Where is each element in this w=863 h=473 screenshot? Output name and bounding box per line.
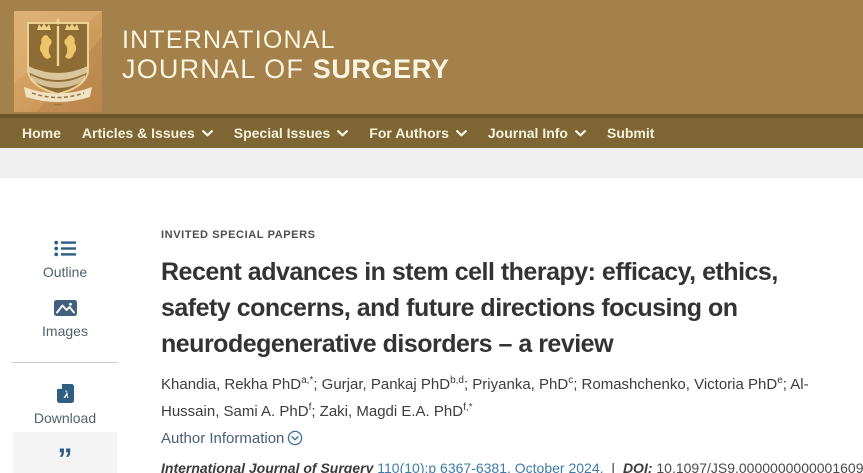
nav-item-special-issues[interactable]: Special Issues [234,125,349,141]
sub-nav-band [0,148,863,178]
author: ; Priyanka, PhDc [463,375,574,393]
author-information-link[interactable]: Author Information [161,429,303,447]
citation-line: International Journal of Surgery 110(10)… [161,460,863,473]
citation-journal: International Journal of Surgery [161,460,374,473]
author-list: Khandia, Rekha PhDa,*; Gurjar, Pankaj Ph… [161,369,856,423]
nav-item-submit[interactable]: Submit [606,125,655,141]
chevron-down-icon [575,129,586,136]
images-icon [0,300,130,316]
download-label: Download [33,410,97,426]
quote-icon: ” [57,442,73,473]
svg-text:λ: λ [62,389,68,401]
article-title-line: neurodegenerative disorders – a review [161,330,614,358]
sidebar-divider [12,362,118,363]
article-title-line: safety concerns, and future directions f… [161,294,738,322]
pdf-download-icon: λ [0,384,130,403]
outline-tool[interactable]: Outline [0,240,130,280]
chevron-down-icon [337,129,349,136]
author: ; Al-Hussain, Sami A. PhDf [161,376,809,420]
download-pdf-tool[interactable]: λ Download [0,384,130,426]
images-label: Images [42,323,88,339]
author: Khandia, Rekha PhDa,* [161,375,314,393]
citation-doi-value: 10.1097/JS9.0000000000001609 [656,460,863,473]
author: ; Gurjar, Pankaj PhDb,d [313,375,464,393]
journal-name-bold: SURGERY [312,54,450,84]
outline-list-icon [0,240,130,257]
citation-separator: | [611,460,616,473]
journal-name-line1: INTERNATIONAL [122,26,336,54]
nav-item-home[interactable]: Home [22,125,61,141]
chevron-down-icon [455,129,467,136]
nav-item-for-authors[interactable]: For Authors [369,125,467,141]
site-header: INTERNATIONAL JOURNAL OF SURGERY [0,0,863,114]
article-title-line: Recent advances in stem cell therapy: ef… [161,258,778,286]
journal-name-line2: JOURNAL OF SURGERY [122,54,450,84]
nav-item-articles-issues[interactable]: Articles & Issues [82,125,213,141]
journal-name: INTERNATIONAL JOURNAL OF SURGERY [122,26,449,85]
cite-quote-tool[interactable]: ” [13,432,117,473]
article-tools-sidebar: Outline Images λ Download [0,178,150,473]
article-category: INVITED SPECIAL PAPERS [161,229,316,241]
citation-issue: 110(10):p 6367-6381, October 2024. [377,460,604,473]
images-tool[interactable]: Images [0,300,130,339]
citation-doi-label: DOI: [622,460,653,473]
author: ; Zaki, Magdi E.A. PhDf,* [311,402,473,420]
journal-crest-logo[interactable] [14,11,102,112]
chevron-down-circle-icon [288,430,303,446]
chevron-down-icon [201,129,213,136]
article-content: INVITED SPECIAL PAPERS Recent advances i… [161,178,863,473]
outline-label: Outline [42,264,88,280]
article-title: Recent advances in stem cell therapy: ef… [161,254,863,362]
main-navigation: Home Articles & Issues Special Issues Fo… [0,114,863,148]
nav-item-journal-info[interactable]: Journal Info [488,125,586,141]
author: ; Romashchenko, Victoria PhDe [573,375,783,393]
